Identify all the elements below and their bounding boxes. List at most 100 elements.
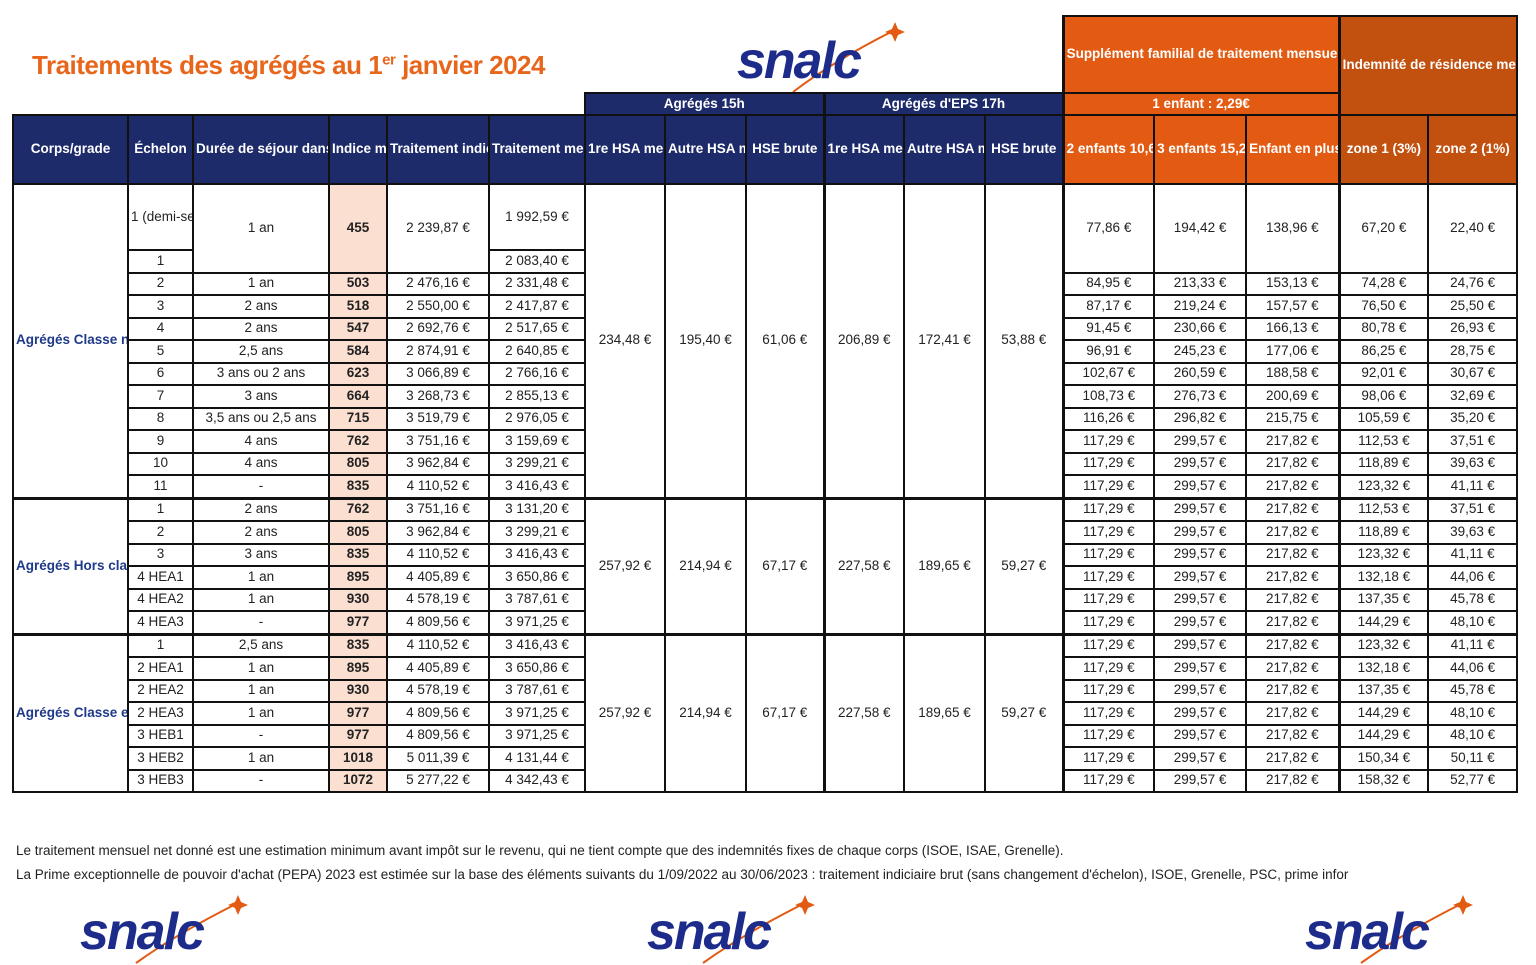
duree-cell: 1 an bbox=[192, 183, 330, 274]
table-row: 4 HEA2 1 an 930 4 578,19 €3 787,61 € 117,29 … bbox=[13, 587, 1519, 612]
traitement-brut-cell: 3 751,16 € bbox=[386, 496, 490, 522]
indemnite-zone2-cell: 32,69 € bbox=[1427, 384, 1519, 409]
traitement-brut-cell: 2 874,91 € bbox=[386, 339, 490, 364]
indemnite-zone1-cell: 158,32 € bbox=[1337, 768, 1430, 793]
indemnite-zone2-cell: 37,51 € bbox=[1427, 429, 1519, 454]
traitement-net-cell: 4 131,44 € bbox=[488, 746, 586, 771]
title-superscript: er bbox=[382, 51, 396, 69]
indemnite-zone1-cell: 118,89 € bbox=[1337, 520, 1430, 545]
hsa-hse-cell: 206,89 € bbox=[822, 183, 905, 499]
header-supplement-familial: Supplément familial de traitement mensue… bbox=[1061, 15, 1341, 94]
indemnite-zone1-cell: 123,32 € bbox=[1337, 542, 1430, 567]
header-agreges-15h: Agrégés 15h bbox=[584, 92, 825, 116]
indemnite-zone1-cell: 150,34 € bbox=[1337, 746, 1430, 771]
sft-2-enfants-cell: 117,29 € bbox=[1061, 701, 1156, 726]
sft-2-enfants-cell: 117,29 € bbox=[1061, 565, 1156, 590]
duree-cell: - bbox=[192, 474, 330, 499]
duree-cell: 1 an bbox=[192, 587, 330, 612]
indice-majore-cell: 930 bbox=[328, 587, 388, 612]
indemnite-zone2-cell: 30,67 € bbox=[1427, 361, 1519, 386]
duree-cell: 3 ans bbox=[192, 542, 330, 567]
indemnite-zone1-cell: 80,78 € bbox=[1337, 316, 1430, 341]
indemnite-zone1-cell: 123,32 € bbox=[1337, 474, 1430, 499]
sft-2-enfants-cell: 117,29 € bbox=[1061, 768, 1156, 793]
echelon-cell: 1 bbox=[127, 496, 194, 522]
duree-cell: 1 an bbox=[192, 271, 330, 296]
indice-majore-cell: 623 bbox=[328, 361, 388, 386]
traitement-net-cell: 3 971,25 € bbox=[488, 701, 586, 726]
hsa-hse-cell: 227,58 € bbox=[822, 632, 905, 793]
indemnite-zone1-cell: 144,29 € bbox=[1337, 701, 1430, 726]
footnote-pepa: La Prime exceptionnelle de pouvoir d'ach… bbox=[16, 867, 1349, 882]
echelon-cell: 4 HEA3 bbox=[127, 610, 194, 635]
traitement-brut-cell: 3 962,84 € bbox=[386, 520, 490, 545]
sft-2-enfants-cell: 102,67 € bbox=[1061, 361, 1156, 386]
indice-majore-cell: 835 bbox=[328, 542, 388, 567]
sft-enfant-en-plus-cell: 217,82 € bbox=[1245, 565, 1341, 590]
echelon-cell: 2 bbox=[127, 271, 194, 296]
sft-enfant-en-plus-cell: 217,82 € bbox=[1245, 678, 1341, 703]
duree-cell: 1 an bbox=[192, 701, 330, 726]
duree-cell: 4 ans bbox=[192, 429, 330, 454]
traitement-brut-cell: 4 809,56 € bbox=[386, 610, 490, 635]
sft-2-enfants-cell: 117,29 € bbox=[1061, 746, 1156, 771]
sft-3-enfants-cell: 245,23 € bbox=[1153, 339, 1248, 364]
traitement-net-cell: 2 417,87 € bbox=[488, 294, 586, 319]
echelon-cell: 2 bbox=[127, 520, 194, 545]
hsa-hse-cell: 214,94 € bbox=[664, 632, 747, 793]
table-row: 5 2,5 ans 584 2 874,91 €2 640,85 € 96,91 €24… bbox=[13, 339, 1519, 364]
traitement-brut-cell: 4 110,52 € bbox=[386, 474, 490, 499]
indemnite-zone1-cell: 67,20 € bbox=[1337, 183, 1430, 274]
hsa-hse-cell: 257,92 € bbox=[584, 496, 666, 635]
traitement-net-cell: 3 416,43 € bbox=[488, 632, 586, 658]
sft-enfant-en-plus-cell: 217,82 € bbox=[1245, 610, 1341, 635]
table-row: Agrégés Classe exception-nelle12,5 ans83… bbox=[12, 632, 1519, 793]
echelon-cell: 11 bbox=[127, 474, 194, 499]
traitement-brut-cell: 2 550,00 € bbox=[386, 294, 490, 319]
indice-majore-cell: 805 bbox=[328, 520, 388, 545]
sft-2-enfants-cell: 84,95 € bbox=[1061, 271, 1156, 296]
echelon-cell: 1 (demi-service) bbox=[127, 183, 194, 251]
sft-2-enfants-cell: 116,26 € bbox=[1061, 406, 1156, 431]
sft-enfant-en-plus-cell: 217,82 € bbox=[1245, 587, 1341, 612]
indemnite-zone1-cell: 105,59 € bbox=[1337, 406, 1430, 431]
indemnite-zone1-cell: 118,89 € bbox=[1337, 451, 1430, 476]
echelon-cell: 3 bbox=[127, 294, 194, 319]
duree-cell: - bbox=[192, 723, 330, 748]
sft-3-enfants-cell: 299,57 € bbox=[1153, 587, 1248, 612]
hsa-hse-cell: 67,17 € bbox=[745, 496, 825, 635]
column-header: 1re HSA mensuelle brute bbox=[822, 114, 905, 185]
traitement-net-cell: 2 083,40 € bbox=[488, 249, 586, 274]
traitement-brut-cell: 5 277,22 € bbox=[386, 768, 490, 793]
indemnite-zone2-cell: 41,11 € bbox=[1427, 542, 1519, 567]
traitement-net-cell: 3 299,21 € bbox=[488, 520, 586, 545]
indemnite-zone2-cell: 48,10 € bbox=[1427, 610, 1519, 635]
sft-3-enfants-cell: 299,57 € bbox=[1153, 723, 1248, 748]
indice-majore-cell: 518 bbox=[328, 294, 388, 319]
indemnite-zone2-cell: 35,20 € bbox=[1427, 406, 1519, 431]
hsa-hse-cell: 59,27 € bbox=[983, 496, 1065, 635]
indemnite-zone1-cell: 137,35 € bbox=[1337, 678, 1430, 703]
indemnite-zone1-cell: 112,53 € bbox=[1337, 496, 1430, 522]
salary-table: Supplément familial de traitement mensue… bbox=[12, 15, 1519, 793]
duree-cell: 3 ans ou 2 ans bbox=[192, 361, 330, 386]
column-header: Échelon bbox=[127, 114, 194, 185]
sft-3-enfants-cell: 299,57 € bbox=[1153, 656, 1248, 681]
traitement-net-cell: 2 976,05 € bbox=[488, 406, 586, 431]
indice-majore-cell: 762 bbox=[328, 429, 388, 454]
indice-majore-cell: 455 bbox=[328, 183, 388, 274]
hsa-hse-cell: 172,41 € bbox=[903, 183, 986, 499]
indemnite-zone1-cell: 86,25 € bbox=[1337, 339, 1430, 364]
indemnite-zone2-cell: 44,06 € bbox=[1427, 565, 1519, 590]
indemnite-zone2-cell: 22,40 € bbox=[1427, 183, 1519, 274]
column-header: Indice majoré bbox=[328, 114, 388, 185]
column-header: Traitement mensuel net bbox=[488, 114, 586, 185]
indemnite-zone2-cell: 48,10 € bbox=[1427, 723, 1519, 748]
table-row: 2 HEA3 1 an 977 4 809,56 €3 971,25 € 117,29 … bbox=[13, 701, 1519, 726]
header-agreges-eps-17h: Agrégés d'EPS 17h bbox=[822, 92, 1065, 116]
echelon-cell: 3 HEB2 bbox=[127, 746, 194, 771]
